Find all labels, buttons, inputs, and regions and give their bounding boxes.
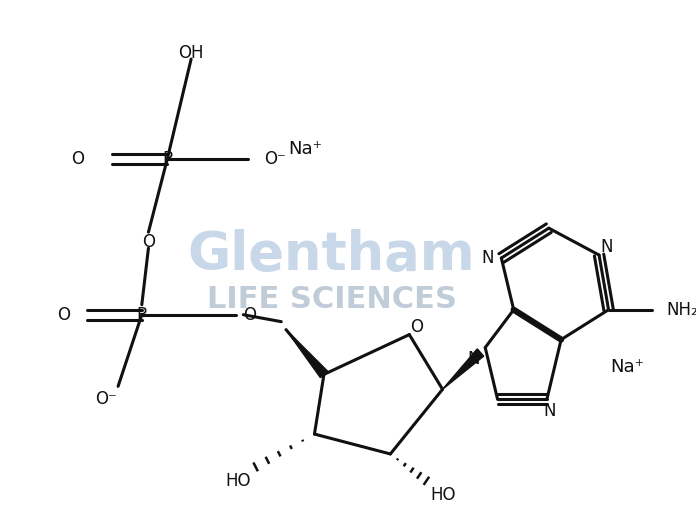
Text: NH₂: NH₂ bbox=[667, 301, 696, 319]
Text: Na⁺: Na⁺ bbox=[288, 139, 322, 158]
Text: P: P bbox=[162, 150, 173, 167]
Text: O: O bbox=[58, 306, 70, 324]
Text: N: N bbox=[482, 249, 494, 267]
Text: O: O bbox=[142, 233, 155, 251]
Text: OH: OH bbox=[178, 44, 204, 62]
Text: N: N bbox=[544, 402, 556, 420]
Text: Glentham: Glentham bbox=[188, 229, 475, 281]
Polygon shape bbox=[286, 330, 328, 378]
Text: HO: HO bbox=[226, 472, 251, 490]
Text: O⁻: O⁻ bbox=[95, 390, 117, 408]
Polygon shape bbox=[443, 349, 484, 389]
Text: LIFE SCIENCES: LIFE SCIENCES bbox=[207, 285, 457, 314]
Text: N: N bbox=[601, 238, 613, 256]
Text: O: O bbox=[411, 318, 423, 335]
Text: O: O bbox=[71, 150, 84, 167]
Text: P: P bbox=[136, 306, 147, 324]
Text: O⁻: O⁻ bbox=[264, 150, 285, 167]
Text: HO: HO bbox=[431, 486, 457, 504]
Text: Na⁺: Na⁺ bbox=[610, 358, 644, 376]
Text: N: N bbox=[468, 350, 480, 369]
Text: O: O bbox=[244, 306, 256, 324]
